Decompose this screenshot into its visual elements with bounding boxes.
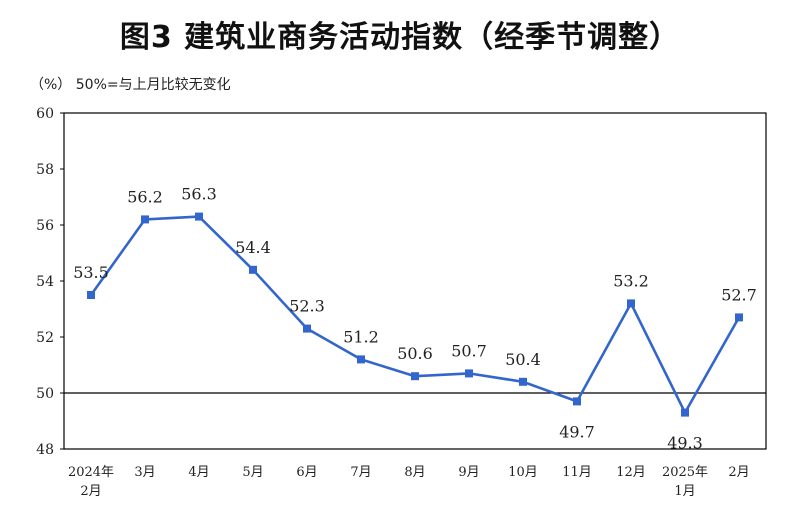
x-tick-label: 4月: [188, 465, 209, 480]
data-label: 56.2: [127, 187, 163, 206]
data-label: 49.3: [667, 434, 703, 453]
data-point: [87, 291, 95, 299]
x-tick-label: 10月: [508, 465, 538, 480]
data-point: [249, 265, 257, 274]
unit-note: （%） 50%=与上月比较无变化: [30, 77, 231, 93]
data-label: 50.7: [451, 341, 487, 360]
x-tick-label: 2月: [728, 465, 749, 480]
x-tick-label: 8月: [404, 465, 425, 480]
data-label: 49.7: [559, 422, 595, 441]
data-point: [357, 355, 365, 364]
x-tick-label: 1月: [674, 484, 695, 499]
x-tick-label: 7月: [350, 465, 371, 480]
x-tick-label: 2025年: [662, 465, 708, 480]
data-point: [519, 377, 527, 386]
data-point: [303, 324, 311, 333]
y-tick-label: 58: [36, 162, 54, 178]
data-label: 54.4: [235, 238, 271, 257]
data-point: [411, 372, 419, 381]
plot-frame: [63, 112, 767, 450]
y-tick-label: 50: [36, 386, 54, 402]
x-tick-label: 12月: [616, 465, 646, 480]
data-label: 56.3: [181, 185, 217, 204]
data-label: 53.2: [613, 271, 649, 290]
x-tick-label: 3月: [134, 465, 155, 480]
data-point: [681, 408, 689, 417]
chart-title: 图3 建筑业商务活动指数（经季节调整）: [119, 20, 681, 55]
y-tick-label: 56: [36, 218, 54, 234]
data-label: 52.3: [289, 297, 325, 316]
x-tick-label: 11月: [562, 465, 592, 480]
x-tick-label: 2024年: [68, 465, 114, 480]
data-label: 50.6: [397, 344, 433, 363]
data-point: [573, 397, 581, 406]
data-point: [735, 313, 743, 322]
data-point: [195, 212, 203, 221]
y-tick-label: 52: [36, 330, 54, 346]
data-label: 52.7: [721, 285, 757, 304]
y-tick-label: 54: [36, 274, 54, 290]
data-point: [465, 369, 473, 378]
y-tick-label: 60: [36, 106, 54, 122]
data-point: [141, 215, 149, 224]
x-tick-label: 2月: [80, 484, 101, 499]
data-point: [627, 299, 635, 308]
y-tick-label: 48: [36, 442, 54, 458]
x-tick-label: 9月: [458, 465, 479, 480]
data-label: 53.5: [73, 263, 109, 282]
x-tick-label: 5月: [242, 465, 263, 480]
x-tick-label: 6月: [296, 465, 317, 480]
data-label: 51.2: [343, 327, 379, 346]
data-label: 50.4: [505, 350, 541, 369]
series-line: [89, 215, 741, 414]
